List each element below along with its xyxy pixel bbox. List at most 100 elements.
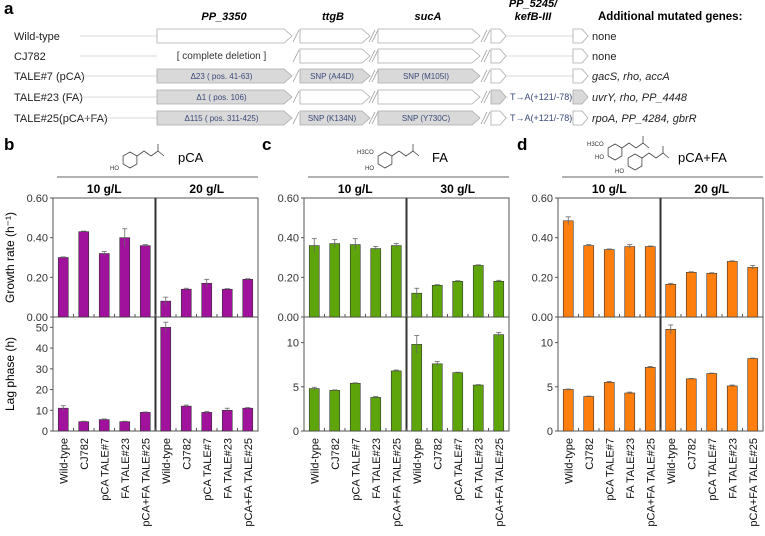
- gene-arrow-pp5245: [490, 28, 507, 44]
- growth-bar: [180, 288, 192, 318]
- panel-letter-b: b: [4, 135, 14, 154]
- break-mark: [368, 111, 376, 125]
- strain-tick-label: CJ782: [79, 438, 91, 470]
- strain-row: Wild-type none: [14, 28, 616, 44]
- y-tick-label: 0: [547, 426, 553, 438]
- panel-c-chart: c H3CO HO FA 10 g/L 30 g/L 0.00 0.20 0.40 0.60 0 5 1…: [262, 135, 510, 527]
- growth-bar: [747, 267, 759, 318]
- strain-label: CJ782: [14, 51, 46, 63]
- y-tick-label: 0.60: [278, 193, 299, 205]
- lag-axis-label: Lag phase (h): [3, 337, 17, 411]
- break-mark: [368, 49, 376, 63]
- concentration-label: 20 g/L: [694, 182, 729, 196]
- strain-tick-label: pCA TALE#7: [99, 438, 111, 501]
- lag-bar: [706, 373, 718, 432]
- panel-letter-c: c: [262, 135, 271, 154]
- strain-tick-label: pCA+FA TALE#25: [243, 438, 255, 527]
- additional-genes-header: Additional mutated genes:: [598, 11, 742, 23]
- strain-tick-label: CJ782: [584, 438, 596, 470]
- promoter-mutation-label: T→A(+121/-78): [510, 92, 572, 102]
- break-mark: [368, 29, 376, 43]
- additional-mutated-genes: gacS, rho, accA: [592, 71, 670, 83]
- gene-arrow-pp3350: [156, 110, 293, 126]
- gene-arrow-kefb: [572, 68, 589, 84]
- mutation-label-pp3350: Δ23 ( pos. 41-63): [191, 72, 253, 81]
- concentration-label: 10 g/L: [592, 182, 627, 196]
- lag-bar: [201, 412, 213, 432]
- panel-d-chart: d H3CO HO HO pCA+FA 10 g/L 20 g/L 0.00 0.20 0.40 0…: [517, 135, 764, 527]
- strain-tick-label: CJ782: [686, 438, 698, 470]
- growth-bar: [201, 282, 213, 318]
- strain-tick-label: pCA TALE#7: [202, 438, 214, 501]
- growth-bar: [493, 280, 505, 318]
- growth-bar: [726, 261, 738, 318]
- concentration-label: 10 g/L: [338, 182, 373, 196]
- lag-bar: [747, 358, 759, 432]
- gene-header-pp3350: PP_3350: [201, 11, 247, 23]
- strain-label: TALE#23 (FA): [14, 92, 83, 104]
- gene-arrow-ttgb: [299, 28, 371, 44]
- growth-bar: [685, 272, 697, 318]
- growth-bar: [221, 288, 233, 318]
- lag-bar: [390, 370, 402, 432]
- break-mark: [480, 29, 488, 43]
- lag-bar: [472, 384, 484, 432]
- growth-bar: [242, 279, 254, 318]
- lag-bar: [160, 327, 172, 432]
- label-bg: [508, 91, 570, 103]
- additional-mutated-genes: uvrY, rho, PP_4448: [592, 92, 688, 104]
- panel-b-chart: b HO pCA 10 g/L 20 g/L 0.00 0.20 0.40 0.60 Growth…: [3, 135, 259, 527]
- growth-bar: [390, 245, 402, 318]
- break-mark: [371, 69, 379, 83]
- panel-letter-d: d: [517, 135, 527, 154]
- concentration-label: 20 g/L: [189, 182, 224, 196]
- strain-tick-label: CJ782: [181, 438, 193, 470]
- growth-bar: [603, 249, 615, 318]
- compound-name: pCA+FA: [678, 150, 727, 165]
- gene-arrow-ttgb: [299, 68, 371, 84]
- break-mark: [371, 90, 379, 104]
- benzene-ring-icon: [377, 151, 393, 169]
- mutation-label-suca: SNP (Y730C): [402, 114, 451, 123]
- carbon-chain-icon: [391, 150, 420, 157]
- strain-tick-label: FA TALE#23: [222, 438, 234, 499]
- break-mark: [483, 49, 491, 63]
- break-mark: [292, 69, 300, 83]
- y-tick-label: 10: [287, 338, 299, 350]
- panel-a-gene-diagram: a PP_3350 ttgB sucA PP_5245/ kefB-III Ad…: [4, 0, 742, 126]
- growth-bar: [308, 245, 320, 318]
- gene-arrow-suca: [377, 28, 481, 44]
- gene-arrow-kefb: [572, 28, 589, 44]
- break-mark: [292, 90, 300, 104]
- gene-arrow-suca: [377, 110, 481, 126]
- break-mark: [371, 49, 379, 63]
- mutation-label-pp3350: Δ115 ( pos. 311-425): [185, 114, 259, 123]
- structure-label: HO: [365, 166, 374, 172]
- gene-arrow-suca: [377, 89, 481, 105]
- strain-tick-label: pCA+FA TALE#25: [645, 438, 657, 527]
- growth-bar: [370, 248, 382, 318]
- growth-bar: [139, 245, 151, 318]
- gene-arrow-pp3350: [156, 28, 293, 44]
- strain-row: TALE#25(pCA+FA) Δ115 ( pos. 311-425) SNP (…: [14, 110, 697, 126]
- lag-bar: [493, 334, 505, 432]
- y-tick-label: 10: [541, 338, 553, 350]
- break-mark: [292, 49, 300, 63]
- y-tick-label: 30: [36, 364, 48, 376]
- strain-tick-label: FA TALE#23: [625, 438, 637, 499]
- gene-arrow-pp3350: [156, 68, 293, 84]
- lag-bar: [583, 396, 595, 432]
- strain-tick-label: FA TALE#23: [371, 438, 383, 499]
- gene-arrow-pp3350: [156, 89, 293, 105]
- mutation-label-suca: SNP (M105I): [403, 72, 449, 81]
- break-mark: [371, 29, 379, 43]
- mutation-label-pp3350: [ complete deletion ]: [177, 51, 267, 62]
- gene-arrow-pp5245: [490, 68, 507, 84]
- lag-bar: [329, 390, 341, 432]
- strain-tick-label: Wild-type: [412, 438, 424, 484]
- y-tick-label: 0: [42, 426, 48, 438]
- strain-tick-label: pCA TALE#7: [707, 438, 719, 501]
- y-tick-label: 0.00: [278, 312, 299, 324]
- concentration-label: 10 g/L: [87, 182, 122, 196]
